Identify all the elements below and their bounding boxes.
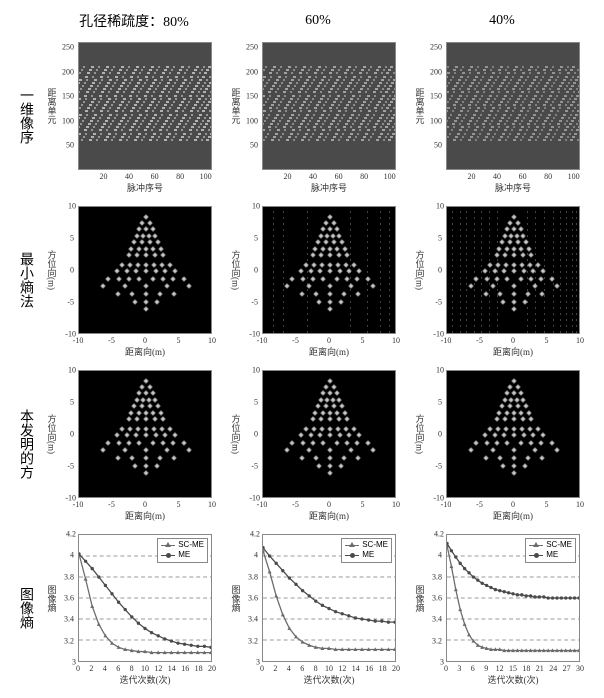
plot-area [78, 370, 212, 498]
row-label: 一维像序 [10, 36, 40, 196]
panel-min-entropy: 方位向(m)-505-1010-505-1010距离向(m) [44, 200, 224, 360]
y-axis-ticks: -505 [426, 370, 444, 498]
y-axis-label: 方位向(m) [230, 370, 242, 498]
plot-area [262, 42, 396, 170]
plot-area [78, 42, 212, 170]
panel-1d-profile: 距离单元5010015020025020406080100脉冲序号 [412, 36, 592, 196]
x-axis-label: 脉冲序号 [262, 181, 396, 194]
y-axis-label: 距离单元 [46, 42, 58, 170]
y-axis-ticks: -505 [58, 370, 76, 498]
plot-area [446, 206, 580, 334]
y-axis-ticks: 3.23.43.63.84 [58, 534, 76, 662]
y-axis-label: 距离单元 [230, 42, 242, 170]
corner-spacer [10, 10, 40, 32]
panel-proposed: 方位向(m)-505-1010-505-1010距离向(m) [228, 364, 408, 524]
x-axis-label: 距离向(m) [262, 345, 396, 358]
panel-1d-profile: 距离单元5010015020025020406080100脉冲序号 [228, 36, 408, 196]
legend: SC-MEME [341, 538, 392, 563]
legend-label: SC-ME [546, 540, 572, 550]
y-axis-ticks: 50100150200250 [58, 42, 76, 170]
x-axis-label: 脉冲序号 [78, 181, 212, 194]
legend-item: SC-ME [345, 540, 388, 550]
legend: SC-MEME [525, 538, 576, 563]
x-axis-label: 距离向(m) [446, 345, 580, 358]
plot-area [78, 206, 212, 334]
panel-min-entropy: 方位向(m)-505-1010-505-1010距离向(m) [228, 200, 408, 360]
panel-entropy-curve: SC-MEME图像熵3.23.43.63.8434.23691215182124… [412, 528, 592, 688]
legend-label: SC-ME [362, 540, 388, 550]
y-axis-label: 距离单元 [414, 42, 426, 170]
panel-proposed: 方位向(m)-505-1010-505-1010距离向(m) [44, 364, 224, 524]
y-axis-label: 方位向(m) [46, 370, 58, 498]
y-axis-ticks: -505 [58, 206, 76, 334]
x-axis-label: 距离向(m) [262, 509, 396, 522]
y-axis-ticks: -505 [242, 206, 260, 334]
column-header: 60% [228, 10, 408, 32]
x-axis-label: 距离向(m) [446, 509, 580, 522]
column-header: 孔径稀疏度：80% [44, 10, 224, 32]
legend: SC-MEME [157, 538, 208, 563]
y-axis-ticks: -505 [242, 370, 260, 498]
plot-area: SC-MEME [262, 534, 396, 662]
figure-grid: 孔径稀疏度：80%60%40%一维像序距离单元50100150200250204… [10, 10, 604, 688]
row-label: 图像熵 [10, 528, 40, 688]
legend-item: ME [345, 550, 388, 560]
x-axis-label: 脉冲序号 [446, 181, 580, 194]
plot-area [446, 42, 580, 170]
column-header: 40% [412, 10, 592, 32]
y-axis-label: 方位向(m) [46, 206, 58, 334]
legend-label: ME [546, 550, 558, 560]
y-axis-ticks: 50100150200250 [242, 42, 260, 170]
row-label: 本发明的方 [10, 364, 40, 524]
panel-min-entropy: 方位向(m)-505-1010-505-1010距离向(m) [412, 200, 592, 360]
y-axis-label: 方位向(m) [414, 206, 426, 334]
legend-label: ME [178, 550, 190, 560]
y-axis-label: 方位向(m) [230, 206, 242, 334]
legend-label: ME [362, 550, 374, 560]
plot-area [446, 370, 580, 498]
y-axis-label: 图像熵 [230, 534, 242, 662]
panel-entropy-curve: SC-MEME图像熵3.23.43.63.8434.22468101214161… [44, 528, 224, 688]
plot-area: SC-MEME [78, 534, 212, 662]
panel-1d-profile: 距离单元5010015020025020406080100脉冲序号 [44, 36, 224, 196]
y-axis-label: 图像熵 [46, 534, 58, 662]
y-axis-ticks: 3.23.43.63.84 [426, 534, 444, 662]
panel-proposed: 方位向(m)-505-1010-505-1010距离向(m) [412, 364, 592, 524]
y-axis-ticks: -505 [426, 206, 444, 334]
legend-label: SC-ME [178, 540, 204, 550]
panel-entropy-curve: SC-MEME图像熵3.23.43.63.8434.22468101214161… [228, 528, 408, 688]
plot-area [262, 206, 396, 334]
x-axis-label: 距离向(m) [78, 345, 212, 358]
y-axis-label: 图像熵 [414, 534, 426, 662]
y-axis-label: 方位向(m) [414, 370, 426, 498]
plot-area: SC-MEME [446, 534, 580, 662]
legend-item: SC-ME [161, 540, 204, 550]
plot-area [262, 370, 396, 498]
legend-item: SC-ME [529, 540, 572, 550]
y-axis-ticks: 50100150200250 [426, 42, 444, 170]
legend-item: ME [529, 550, 572, 560]
row-label: 最小熵法 [10, 200, 40, 360]
x-axis-label: 距离向(m) [78, 509, 212, 522]
legend-item: ME [161, 550, 204, 560]
y-axis-ticks: 3.23.43.63.84 [242, 534, 260, 662]
